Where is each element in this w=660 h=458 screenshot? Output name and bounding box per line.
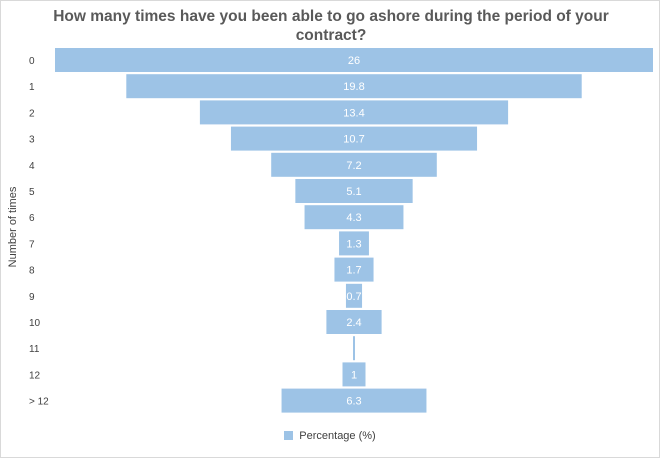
chart-title: How many times have you been able to go …: [53, 8, 609, 44]
data-label: 0.7: [346, 291, 361, 303]
y-tick-label: 11: [29, 344, 40, 355]
data-label: 13.4: [343, 107, 364, 119]
y-tick-label: 5: [29, 187, 35, 198]
legend: Percentage (%): [1, 430, 659, 442]
y-tick-label: 10: [29, 318, 41, 329]
funnel-bar: [345, 283, 363, 308]
data-label: 26: [348, 55, 360, 67]
y-tick-label: 0: [29, 56, 35, 67]
y-tick-label: 1: [29, 82, 35, 93]
funnel-bar: [304, 205, 404, 230]
data-label: 10.7: [343, 134, 364, 146]
funnel-bar: [55, 48, 653, 72]
data-label: 6.3: [346, 396, 361, 408]
y-tick-label: 2: [29, 108, 35, 119]
data-label: 1.7: [346, 265, 361, 277]
legend-label: Percentage (%): [299, 430, 376, 442]
funnel-bar: [353, 336, 355, 361]
y-tick-label: 8: [29, 266, 35, 277]
funnel-bar: [339, 231, 369, 256]
data-label: 19.8: [343, 81, 364, 93]
data-label: 5.1: [346, 186, 361, 198]
funnel-bar: [199, 100, 509, 125]
y-axis-title: Number of times: [7, 186, 19, 268]
y-tick-label: 6: [29, 213, 35, 224]
funnel-bar: [271, 152, 437, 177]
funnel-bar: [326, 310, 382, 334]
y-tick-label: 4: [29, 161, 35, 172]
y-tick-label: 3: [29, 135, 35, 146]
y-tick-label: > 12: [29, 397, 49, 408]
funnel-bar: [230, 126, 478, 151]
y-tick-label: 9: [29, 292, 35, 303]
data-label: 7.2: [346, 160, 361, 172]
y-tick-label: 7: [29, 239, 35, 250]
y-tick-label: 12: [29, 370, 41, 381]
legend-swatch: [284, 431, 294, 440]
data-label: 2.4: [346, 317, 361, 329]
funnel-bar: [295, 179, 413, 203]
funnel-bar: [342, 362, 366, 387]
data-label: 1.3: [346, 238, 361, 250]
data-label: 1: [351, 369, 357, 381]
data-label: 4.3: [346, 212, 361, 224]
funnel-bar: [281, 388, 427, 413]
funnel-bar: [334, 257, 374, 282]
funnel-bar: [126, 74, 582, 99]
